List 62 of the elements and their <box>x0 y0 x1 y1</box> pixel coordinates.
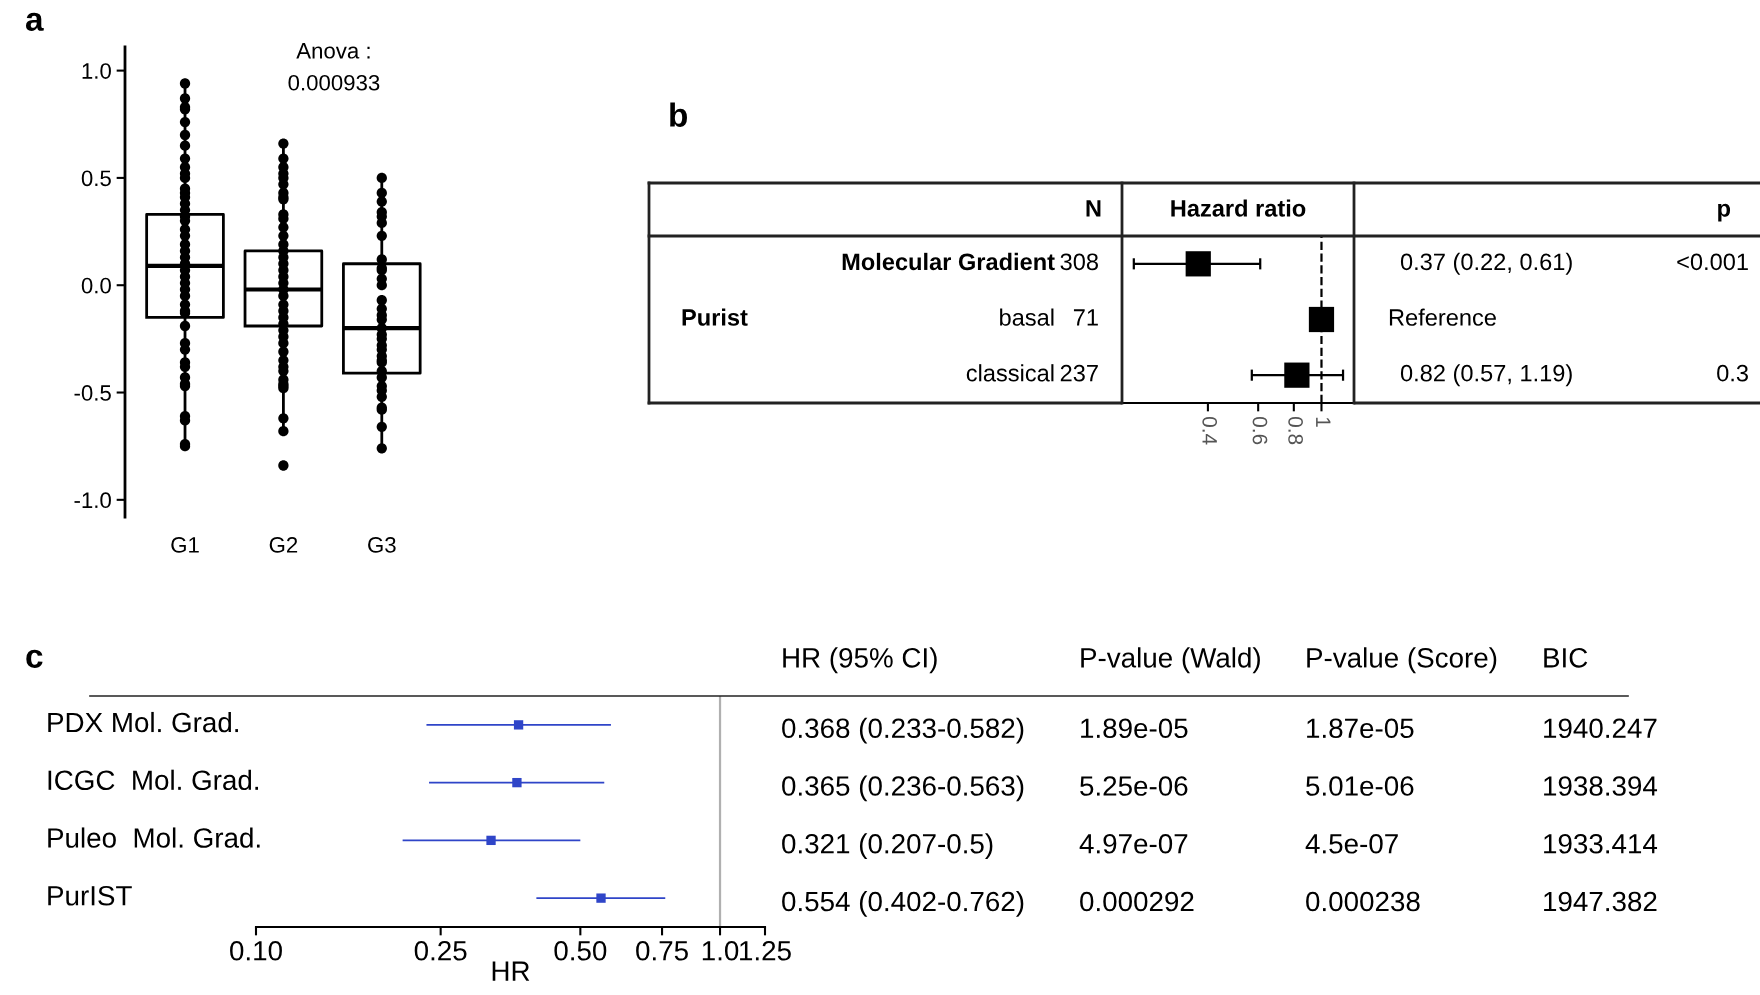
x-tick-label: 1.0 <box>702 940 739 961</box>
y-tick-label: ICGC Mol. Grad. <box>48 769 259 791</box>
text: 5.01e-06 <box>1306 776 1414 796</box>
x-tick-label: 0.75 <box>636 940 688 961</box>
text: 0.000238 <box>1306 891 1420 912</box>
text: 1.89e-05 <box>1081 718 1188 739</box>
y-tick-label: classical <box>966 364 1054 382</box>
text: 0.365 (0.236-0.563) <box>782 775 1024 802</box>
text: Reference <box>1389 308 1496 326</box>
text: 0.000292 <box>1080 891 1194 912</box>
y-tick-label: -1.0 <box>74 492 111 509</box>
text: 1940.247 <box>1544 718 1657 739</box>
chart-title: a <box>25 12 44 31</box>
x-tick-label: 1 <box>1316 417 1331 427</box>
chart-title: c <box>26 649 43 668</box>
text: 5.25e-06 <box>1080 776 1188 796</box>
x-tick-label: G3 <box>368 537 396 553</box>
text: P-value (Wald) <box>1081 647 1260 674</box>
text: 71 <box>1073 309 1098 326</box>
x-tick-label: 1.25 <box>740 940 791 961</box>
y-tick-label: 1.0 <box>82 63 111 79</box>
text: 0.3 <box>1717 364 1748 382</box>
x-tick-label: 0.6 <box>1252 417 1268 445</box>
text: 308 <box>1060 253 1098 271</box>
y-tick-label: 0.0 <box>81 277 111 294</box>
text: N <box>1086 200 1101 217</box>
text: 4.97e-07 <box>1079 833 1188 854</box>
text: 1.87e-05 <box>1307 718 1414 739</box>
text: b <box>670 102 687 127</box>
text: 1947.382 <box>1544 891 1657 912</box>
text: 237 <box>1060 364 1098 382</box>
text: 1933.414 <box>1544 833 1658 854</box>
text: Purist <box>682 308 748 326</box>
y-tick-label: PurIST <box>48 885 132 906</box>
annotation: Anova : 0.000933 <box>288 43 380 91</box>
text: 0.82 (0.57, 1.19) <box>1400 364 1572 387</box>
x-tick-label: G1 <box>171 537 199 553</box>
text: 0.368 (0.233-0.582) <box>782 717 1024 744</box>
text: 0.554 (0.402-0.762) <box>782 890 1024 917</box>
text: <0.001 <box>1677 253 1748 271</box>
text: 4.5e-07 <box>1305 833 1398 854</box>
text: 1938.394 <box>1544 776 1658 796</box>
text: HR (95% CI) <box>783 647 937 674</box>
y-tick-label: 0.5 <box>81 170 111 187</box>
y-tick-label: -0.5 <box>74 385 111 401</box>
y-tick-label: Puleo Mol. Grad. <box>48 827 260 848</box>
text: 0.321 (0.207-0.5) <box>782 833 993 860</box>
text: p <box>1718 203 1731 222</box>
x-tick-label: 0.25 <box>414 940 467 961</box>
x-tick-label: 0.50 <box>554 940 607 961</box>
y-tick-label: PDX Mol. Grad. <box>48 711 238 733</box>
text: BIC <box>1544 647 1588 668</box>
x-tick-label: 0.8 <box>1288 417 1303 445</box>
text: Hazard ratio <box>1171 199 1306 217</box>
y-tick-label: basal <box>1000 308 1054 326</box>
x-axis-title: HR <box>492 961 530 981</box>
x-tick-label: 0.4 <box>1202 417 1218 445</box>
text: P-value (Score) <box>1307 647 1497 674</box>
text: 0.37 (0.22, 0.61) <box>1400 252 1572 275</box>
x-tick-label: 0.10 <box>230 940 282 961</box>
x-tick-label: G2 <box>269 537 298 553</box>
y-tick-label: Molecular Gradient <box>842 252 1055 271</box>
